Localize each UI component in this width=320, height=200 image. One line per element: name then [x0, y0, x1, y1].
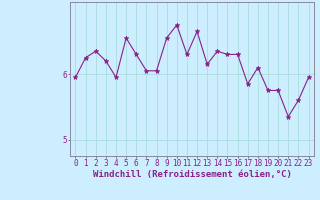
X-axis label: Windchill (Refroidissement éolien,°C): Windchill (Refroidissement éolien,°C) [92, 170, 292, 179]
